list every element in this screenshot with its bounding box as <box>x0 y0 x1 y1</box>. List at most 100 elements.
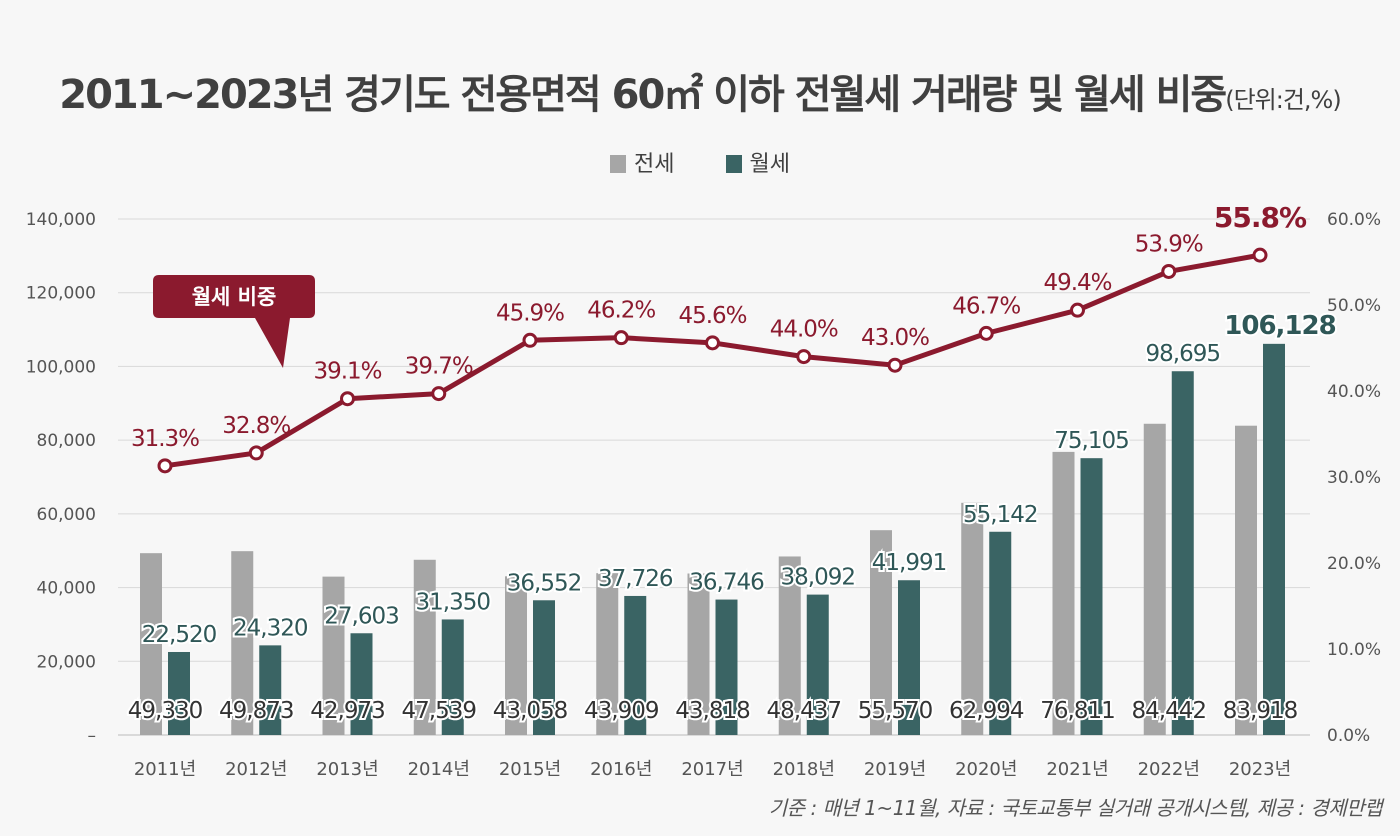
y-right-tick: 30.0% <box>1327 468 1381 488</box>
label-wolse: 27,603 <box>324 603 398 629</box>
y-right-tick: 0.0% <box>1327 726 1370 746</box>
bar-wolse <box>168 651 190 735</box>
callout-box <box>153 275 315 368</box>
y-right-tick: 50.0% <box>1327 296 1381 316</box>
bar-jeonse <box>505 576 527 735</box>
point-wolse-ratio <box>431 386 447 402</box>
bar-jeonse <box>140 553 162 735</box>
point-wolse-ratio <box>157 458 173 474</box>
x-tick: 2012년 <box>225 759 287 780</box>
chart-title: 2011~2023년 경기도 전용면적 60㎡ 이하 전월세 거래량 및 월세 … <box>0 62 1400 120</box>
legend-label-wolse: 월세 <box>749 152 790 177</box>
x-tick: 2015년 <box>499 759 561 780</box>
bar-jeonse <box>961 502 984 735</box>
bar-wolse <box>259 645 282 735</box>
y-left-tick: – <box>88 726 97 746</box>
x-tick: 2016년 <box>590 759 652 780</box>
label-jeonse: 49,873 <box>219 698 293 724</box>
bar-jeonse <box>596 573 619 735</box>
label-wolse-ratio: 32.8% <box>222 413 290 439</box>
x-tick: 2022년 <box>1138 759 1200 780</box>
point-wolse-ratio <box>1252 247 1268 263</box>
bar-wolse <box>441 619 464 735</box>
bar-jeonse <box>413 559 436 735</box>
label-jeonse: 48,437 <box>767 698 841 724</box>
bar-jeonse <box>1235 425 1257 735</box>
x-tick: 2011년 <box>134 759 196 780</box>
callout-label: 월세 비중 <box>192 285 277 309</box>
label-wolse-ratio: 46.2% <box>587 298 655 324</box>
y-left-tick: 20,000 <box>37 652 96 672</box>
x-tick: 2023년 <box>1229 759 1291 780</box>
point-wolse-ratio <box>340 391 355 407</box>
bar-jeonse <box>322 576 345 735</box>
y-left-tick: 80,000 <box>37 431 96 451</box>
bar-wolse <box>1171 371 1194 735</box>
bar-wolse <box>1263 343 1285 735</box>
label-wolse-ratio: 45.6% <box>678 303 746 329</box>
label-wolse: 37,726 <box>598 566 673 592</box>
label-jeonse: 55,570 <box>858 698 933 724</box>
title-text: 2011~2023년 경기도 전용면적 60㎡ 이하 전월세 거래량 및 월세 … <box>59 72 1227 118</box>
legend-item-jeonse: 전세 <box>610 146 675 178</box>
x-tick: 2017년 <box>681 759 743 780</box>
label-wolse: 36,552 <box>507 570 581 596</box>
label-jeonse: 76,811 <box>1040 698 1114 724</box>
x-tick: 2021년 <box>1046 759 1108 780</box>
label-wolse-ratio: 43.0% <box>861 325 929 351</box>
label-wolse: 41,991 <box>872 550 946 576</box>
bar-jeonse <box>1052 451 1075 735</box>
point-wolse-ratio <box>1070 302 1085 318</box>
bar-wolse <box>898 580 920 735</box>
point-wolse-ratio <box>522 332 538 348</box>
label-wolse-ratio: 49.4% <box>1043 270 1111 296</box>
label-wolse-ratio: 53.9% <box>1135 231 1203 257</box>
bar-wolse <box>989 531 1012 735</box>
label-jeonse: 43,909 <box>584 698 659 724</box>
label-jeonse: 42,973 <box>310 698 384 724</box>
y-left-tick: 40,000 <box>37 579 96 599</box>
y-left-tick: 120,000 <box>26 284 96 304</box>
bar-wolse <box>806 594 829 735</box>
y-left-tick: 100,000 <box>26 357 96 377</box>
point-wolse-ratio <box>1161 263 1177 279</box>
point-wolse-ratio <box>248 445 264 461</box>
label-wolse-ratio: 39.1% <box>313 359 381 385</box>
bar-wolse <box>715 599 738 735</box>
label-wolse: 31,350 <box>416 589 491 615</box>
bar-jeonse <box>870 530 892 735</box>
label-jeonse: 47,539 <box>402 698 477 724</box>
point-wolse-ratio <box>887 357 903 373</box>
y-left-tick: 140,000 <box>26 210 96 230</box>
bar-wolse <box>1080 458 1103 735</box>
label-wolse-ratio: 44.0% <box>770 317 838 343</box>
label-jeonse: 43,058 <box>493 698 568 724</box>
legend-swatch-wolse <box>725 155 742 173</box>
bar-jeonse <box>231 551 254 735</box>
y-right-tick: 10.0% <box>1327 640 1381 660</box>
label-wolse-ratio: 45.9% <box>496 300 564 326</box>
y-right-tick: 40.0% <box>1327 382 1381 402</box>
label-wolse: 38,092 <box>781 565 855 591</box>
x-tick: 2020년 <box>955 759 1017 780</box>
legend: 전세 월세 <box>0 146 1400 178</box>
legend-item-wolse: 월세 <box>725 146 790 178</box>
label-wolse-ratio: 55.8% <box>1214 201 1307 234</box>
label-jeonse: 83,918 <box>1223 698 1298 724</box>
point-wolse-ratio <box>613 330 629 346</box>
bar-jeonse <box>1143 423 1166 735</box>
label-jeonse: 43,818 <box>675 698 750 724</box>
y-left-tick: 60,000 <box>37 505 96 525</box>
bar-wolse <box>533 600 555 735</box>
label-wolse-ratio: 39.7% <box>405 354 473 380</box>
x-tick: 2013년 <box>316 759 378 780</box>
y-right-tick: 20.0% <box>1327 554 1381 574</box>
bar-wolse <box>350 633 373 735</box>
label-jeonse: 49,330 <box>128 698 203 724</box>
label-wolse: 98,695 <box>1146 341 1220 367</box>
label-jeonse: 84,442 <box>1132 698 1206 724</box>
x-tick: 2014년 <box>408 759 470 780</box>
title-unit: (단위:건,%) <box>1225 86 1341 114</box>
footnote: 기준 : 매년 1~11월, 자료 : 국토교통부 실거래 공개시스템, 제공 … <box>768 796 1383 820</box>
label-jeonse: 62,994 <box>949 698 1024 724</box>
